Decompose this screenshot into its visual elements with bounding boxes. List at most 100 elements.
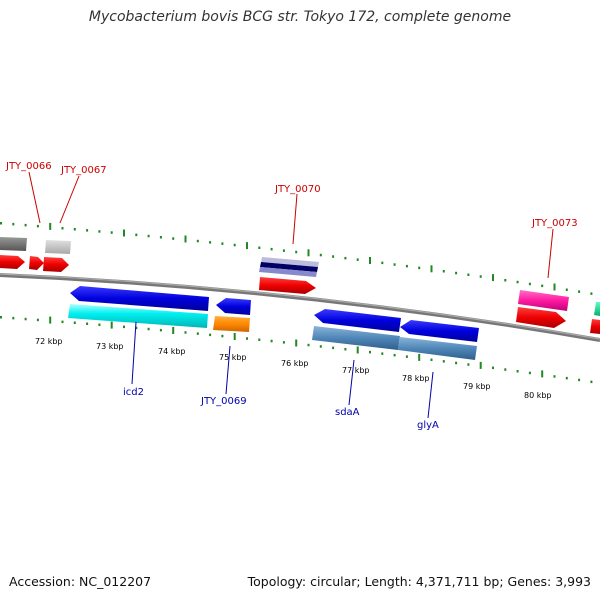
tick-label-74: 74 kbp — [158, 347, 186, 356]
forward-tick-mark — [0, 222, 2, 225]
gene-feature-red-2 — [29, 256, 44, 270]
reverse-tick-mark — [258, 338, 261, 341]
gene-feature-jty0073-red — [516, 307, 566, 328]
reverse-tick-mark — [578, 378, 581, 382]
forward-tick-mark — [393, 263, 396, 266]
reverse-tick-mark — [344, 348, 347, 351]
forward-tick-mark — [147, 234, 150, 238]
gene-feature-red-edge — [590, 319, 600, 334]
forward-tick-mark — [418, 266, 421, 270]
forward-tick-mark — [123, 229, 125, 237]
gene-feature-jty0070-red — [259, 277, 316, 294]
forward-leader-lines — [28, 171, 554, 279]
forward-tick-mark — [455, 271, 458, 275]
reverse-tick-mark — [528, 371, 531, 375]
tick-label-79: 79 kbp — [463, 382, 491, 391]
reverse-tick-mark — [159, 328, 162, 332]
tick-label-73: 73 kbp — [96, 342, 124, 351]
reverse-tick-mark — [0, 316, 2, 319]
reverse-tick-mark — [541, 370, 544, 378]
forward-tick-mark — [319, 253, 322, 257]
forward-tick-mark — [233, 243, 236, 247]
gene-label-jty0066: JTY_0066 — [5, 161, 52, 172]
forward-tick-mark — [578, 290, 581, 293]
forward-tick-mark — [344, 256, 347, 260]
tick-label-77: 77 kbp — [342, 366, 370, 375]
reverse-tick-mark — [282, 341, 285, 344]
tick-label-76: 76 kbp — [281, 359, 309, 368]
reverse-tick-mark — [61, 320, 64, 324]
forward-tick-mark — [381, 261, 384, 265]
reverse-tick-mark — [221, 334, 224, 338]
reverse-tick-mark — [295, 339, 298, 347]
forward-tick-mark — [110, 231, 113, 234]
reverse-tick-mark — [233, 333, 236, 340]
tick-label-75: 75 kbp — [219, 353, 247, 362]
gene-label-jty0070: JTY_0070 — [274, 184, 321, 195]
reverse-tick-mark — [455, 361, 458, 365]
gene-label-jty0069: JTY_0069 — [200, 396, 247, 407]
reverse-tick-ring — [0, 316, 593, 384]
gene-feature-jty0069-orange — [213, 316, 250, 332]
forward-tick-mark — [86, 229, 89, 232]
reverse-tick-mark — [393, 353, 396, 357]
gene-label-jty0067: JTY_0067 — [60, 165, 107, 176]
reverse-tick-mark — [123, 325, 125, 329]
gene-feature-icd2-blue — [70, 286, 209, 311]
reverse-tick-mark — [332, 346, 335, 350]
reverse-tick-mark — [135, 326, 138, 330]
forward-tick-mark — [479, 275, 482, 278]
gene-label-icd2: icd2 — [123, 387, 144, 398]
reverse-tick-mark — [553, 375, 556, 378]
forward-tick-mark — [590, 292, 593, 295]
reverse-tick-mark — [184, 331, 187, 334]
forward-tick-mark — [442, 270, 445, 273]
gene-feature-jty0073-pink — [518, 290, 569, 311]
gene-feature-steel-2 — [398, 337, 477, 360]
forward-tick-mark — [565, 288, 568, 291]
genome-summary-text: Topology: circular; Length: 4,371,711 bp… — [247, 574, 591, 589]
forward-tick-mark — [516, 280, 519, 284]
reverse-tick-mark — [196, 332, 199, 335]
gene-feature-glyA-blue — [400, 320, 479, 342]
reverse-tick-mark — [492, 366, 494, 370]
forward-tick-mark — [504, 279, 507, 282]
forward-tick-mark — [12, 222, 15, 226]
forward-tick-mark — [553, 283, 556, 291]
gene-feature-blue-small — [216, 298, 251, 315]
forward-tick-mark — [369, 257, 371, 264]
reverse-tick-mark — [98, 323, 101, 326]
reverse-tick-mark — [86, 322, 89, 325]
reverse-tick-mark — [49, 316, 52, 324]
reverse-tick-mark — [479, 361, 482, 369]
forward-tick-mark — [98, 230, 101, 233]
forward-tick-mark — [307, 249, 310, 257]
forward-tick-ring — [0, 222, 593, 295]
accession-text: Accession: NC_012207 — [9, 574, 152, 589]
gene-feature-red-1 — [0, 255, 25, 269]
gene-feature-icd2-cyan — [68, 304, 208, 328]
forward-tick-mark — [467, 273, 470, 276]
reverse-tick-mark — [110, 321, 113, 329]
reverse-tick-mark — [12, 316, 15, 320]
forward-tick-mark — [492, 274, 494, 282]
reverse-tick-mark — [590, 380, 593, 384]
tick-label-72: 72 kbp — [35, 337, 63, 346]
forward-tick-mark — [282, 249, 285, 252]
forward-tick-mark — [49, 222, 52, 230]
reverse-tick-mark — [405, 355, 408, 358]
reverse-tick-mark — [147, 327, 150, 331]
forward-tick-mark — [196, 239, 199, 243]
reverse-tick-mark — [24, 317, 27, 321]
forward-tick-mark — [405, 264, 408, 268]
reverse-tick-mark — [356, 346, 359, 354]
gene-label-sdaA: sdaA — [335, 407, 360, 418]
reverse-tick-mark — [369, 350, 371, 354]
gene-feature-jty0070-striped — [259, 257, 319, 277]
forward-tick-mark — [246, 242, 248, 250]
forward-tick-mark — [430, 265, 433, 273]
forward-tick-mark — [172, 237, 175, 240]
forward-tick-mark — [356, 258, 359, 261]
forward-tick-mark — [36, 224, 39, 228]
tick-label-80: 80 kbp — [524, 391, 552, 400]
